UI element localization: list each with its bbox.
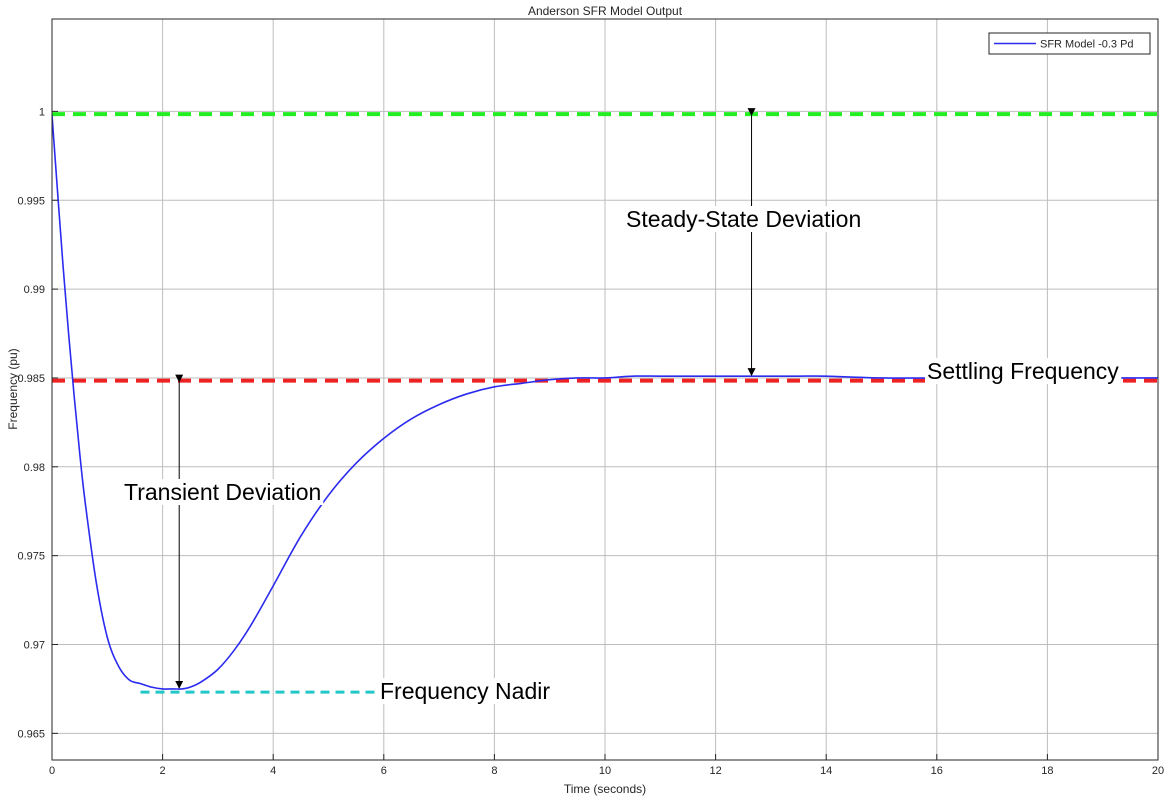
y-tick-label: 0.975 [17, 551, 45, 563]
x-axis-label: Time (seconds) [564, 782, 646, 796]
x-tick-label: 20 [1152, 765, 1164, 777]
annotation-frequency-nadir-background [378, 678, 553, 704]
y-tick-label: 0.985 [17, 373, 45, 385]
annotation-transient-deviation: Transient Deviation [124, 479, 321, 505]
series-line [52, 114, 1158, 690]
legend-entry: SFR Model -0.3 Pd [1040, 39, 1134, 51]
x-tick-label: 6 [381, 765, 387, 777]
x-tick-label: 2 [160, 765, 166, 777]
annotation-frequency-nadir: Frequency Nadir [380, 678, 550, 704]
axis-ticks: 0 2 4 6 8 10 12 14 16 18 20 0.965 0.97 0.975 0.98 0.985… [17, 106, 1164, 777]
legend[interactable]: SFR Model -0.3 Pd [988, 32, 1151, 55]
y-tick-label: 0.965 [17, 728, 45, 740]
annotation-steady-state-deviation-background [624, 206, 864, 232]
annotation-settling-frequency-background [925, 358, 1122, 384]
y-tick-label: 0.98 [24, 462, 45, 474]
y-tick-label: 1 [39, 106, 45, 118]
x-tick-label: 14 [820, 765, 832, 777]
y-tick-label: 0.97 [24, 639, 45, 651]
y-axis-label: Frequency (pu) [6, 348, 20, 429]
x-tick-label: 8 [491, 765, 497, 777]
x-tick-label: 4 [270, 765, 276, 777]
annotation-steady-state-deviation: Steady-State Deviation [626, 206, 861, 232]
x-tick-label: 16 [931, 765, 943, 777]
y-tick-label: 0.995 [17, 195, 45, 207]
x-tick-label: 10 [599, 765, 611, 777]
annotation-transient-deviation-background [122, 479, 324, 505]
chart-title: Anderson SFR Model Output [528, 4, 683, 18]
x-tick-label: 0 [49, 765, 55, 777]
annotation-settling-frequency: Settling Frequency [927, 358, 1119, 384]
x-tick-label: 18 [1041, 765, 1053, 777]
series-group [52, 114, 1158, 690]
reference-lines [52, 112, 1158, 694]
x-tick-label: 12 [709, 765, 721, 777]
y-tick-label: 0.99 [24, 284, 45, 296]
annotation-arrows [175, 108, 756, 689]
legend-box [988, 32, 1151, 55]
